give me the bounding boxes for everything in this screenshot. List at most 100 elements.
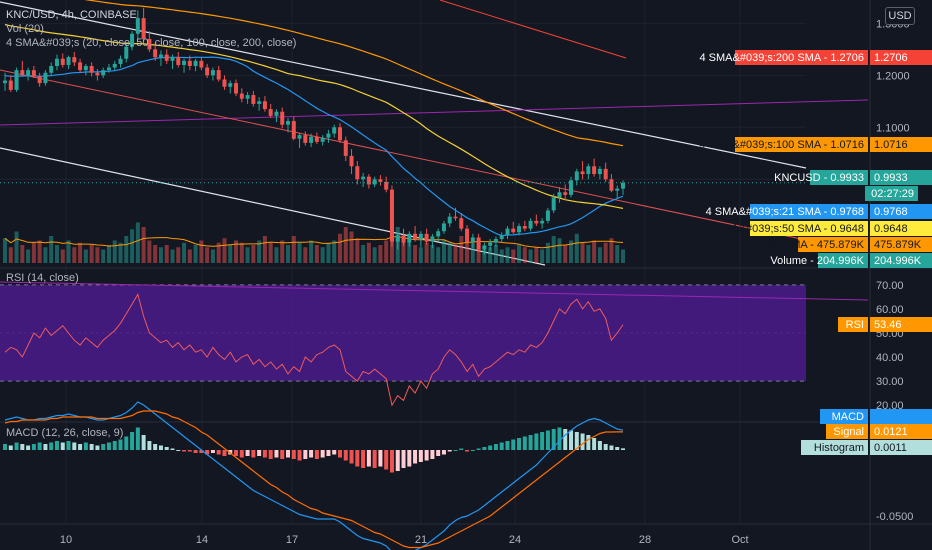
candle-body [101, 70, 106, 76]
candle-body [372, 179, 377, 185]
volume-bar [170, 249, 175, 263]
sma200-label-bg [735, 50, 868, 65]
candle-body [337, 127, 342, 141]
volume-bar [349, 231, 354, 263]
candle-body [193, 60, 198, 66]
macd-histogram-bar [60, 442, 65, 450]
symbol-title[interactable]: KNC/USD, 4h, COINBASE [6, 9, 137, 21]
candle-body [378, 179, 383, 182]
sma21-label-bg [750, 204, 868, 219]
sma-legend[interactable]: 4 SMA&#039;s (20, close, 50, close, 100,… [6, 37, 297, 49]
axis-rsi-value-bg [870, 317, 932, 332]
candle-body [26, 70, 31, 76]
candle-body [182, 60, 187, 65]
candle-body [361, 176, 366, 180]
candle-body [574, 171, 579, 181]
rsi-tick: 40.00 [876, 352, 904, 364]
time-axis[interactable]: 10 14 17 21 24 28 Oct [60, 534, 749, 546]
macd-histogram-bar [540, 432, 545, 450]
macd-histogram-bar [384, 450, 389, 470]
candle-body [222, 79, 227, 87]
rsi-line [4, 293, 624, 407]
volume-bar [488, 247, 493, 263]
volume-bar [147, 240, 152, 263]
candle-body [187, 60, 192, 66]
volume-bar [239, 242, 244, 263]
rsi-pane[interactable] [0, 281, 869, 407]
candle-body [586, 166, 591, 175]
candle-body [349, 155, 354, 167]
macd-histogram-bar [407, 450, 412, 467]
candle-body [274, 111, 279, 116]
candle-body [251, 95, 256, 104]
candle-body [20, 70, 25, 76]
last-price-label: KNCUSD - 0.9933 [774, 172, 864, 184]
volume-bar [187, 249, 192, 263]
candle-body [135, 18, 140, 34]
trendline-purple [0, 99, 869, 126]
macd-histogram-bar [291, 450, 296, 459]
price-tick: 1.1000 [876, 122, 910, 134]
macd-histogram-bar [621, 448, 625, 450]
macd-histogram-bar [106, 442, 111, 450]
macd-histogram-bar [205, 450, 210, 455]
macd-histogram-bar [493, 444, 498, 450]
candle-body [66, 57, 71, 65]
macd-histogram-bar [8, 445, 13, 450]
candle-body [540, 220, 545, 224]
macd-histogram-bar [182, 450, 187, 452]
candle-body [216, 70, 221, 80]
countdown-text: 02:27:29 [871, 188, 914, 200]
candle-body [522, 226, 527, 229]
volume-legend[interactable]: Vol (20) [6, 23, 44, 35]
candle-body [43, 72, 48, 84]
sma200-line [439, 0, 627, 59]
signal-tag: Signal [833, 426, 864, 438]
volume-bar [361, 245, 366, 263]
candle-body [83, 65, 88, 71]
macd-pane[interactable] [3, 401, 625, 550]
rsi-tag: RSI [846, 319, 864, 331]
time-tick: 24 [509, 534, 521, 546]
volume-bar [309, 240, 314, 263]
macd-histogram-bar [130, 432, 135, 450]
volume-bar [332, 240, 337, 263]
macd-histogram-bar [26, 445, 31, 450]
axis-volume-value: 204.996K [874, 255, 922, 267]
macd-histogram-bar [499, 442, 504, 450]
candle-body [476, 237, 481, 250]
candle-body [291, 121, 296, 139]
rsi-legend[interactable]: RSI (14, close) [6, 272, 79, 284]
price-axis[interactable]: 1.30001.20001.100070.0060.0050.0040.0030… [876, 18, 913, 523]
candle-body [170, 57, 175, 61]
histogram-tag: Histogram [814, 442, 864, 454]
candle-body [118, 58, 123, 64]
candle-body [436, 231, 441, 237]
macd-histogram-bar [170, 448, 175, 450]
volume-bar [210, 249, 215, 263]
volume-bar [603, 242, 608, 263]
candle-body [430, 236, 435, 242]
candle-body [141, 18, 146, 39]
macd-legend[interactable]: MACD (12, 26, close, 9) [6, 427, 124, 439]
candle-body [199, 60, 204, 68]
candle-body [482, 245, 487, 250]
macd-histogram-bar [314, 450, 319, 459]
macd-histogram-bar [280, 450, 285, 459]
candlesticks[interactable] [0, 7, 806, 255]
rsi-tick: 60.00 [876, 304, 904, 316]
candle-body [580, 171, 585, 175]
candle-body [176, 57, 181, 65]
volume-bars [3, 220, 625, 263]
candle-body [488, 242, 493, 246]
axis-histogram-value: 0.0011 [874, 442, 907, 454]
volume-bar [580, 242, 585, 263]
candle-body [418, 233, 423, 240]
macd-histogram-bar [511, 439, 516, 450]
time-tick: Oct [731, 534, 748, 546]
volume-bar [609, 238, 614, 263]
candle-body [453, 216, 458, 219]
currency-button[interactable]: USD [885, 7, 915, 25]
sma20-line [4, 56, 624, 237]
